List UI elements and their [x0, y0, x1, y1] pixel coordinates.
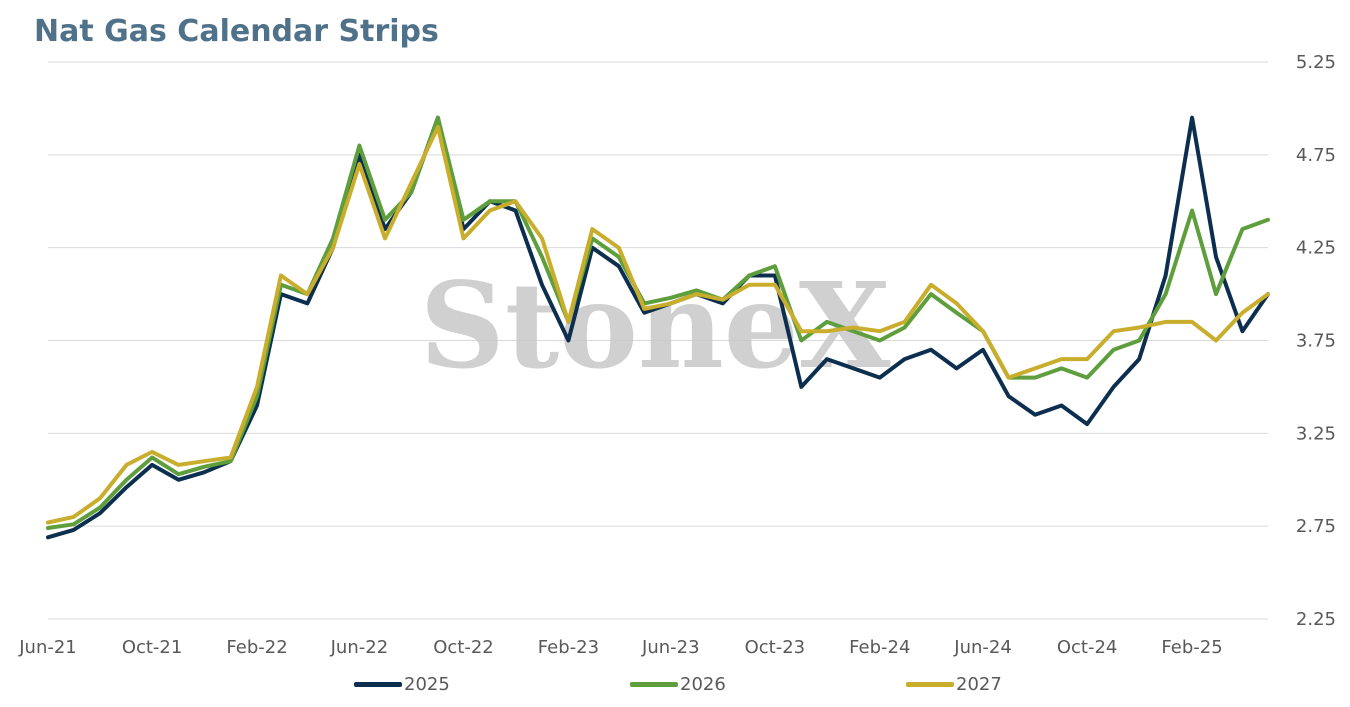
legend-label-2027: 2027: [956, 674, 1002, 695]
x-axis-ticks: Jun-21 Oct-21 Feb-22 Jun-22 Oct-22 Feb-23 Jun-…: [18, 637, 1222, 658]
legend-swatch-2026: [630, 682, 678, 687]
legend-swatch-2025: [354, 682, 402, 687]
x-tick-label: Oct-21: [122, 637, 183, 658]
x-tick-label: Oct-22: [433, 637, 494, 658]
y-tick-label: 2.75: [1296, 516, 1336, 537]
x-tick-label: Feb-22: [226, 637, 287, 658]
legend: 2025 2026 2027: [0, 674, 1350, 700]
series-lines: [46, 115, 1270, 540]
y-tick-label: 2.25: [1296, 609, 1336, 630]
series-line-2026: [46, 115, 1270, 530]
x-tick-label: Feb-25: [1161, 637, 1222, 658]
y-tick-label: 3.25: [1296, 423, 1336, 444]
legend-swatch-2027: [906, 682, 954, 687]
chart-title: Nat Gas Calendar Strips: [34, 14, 439, 49]
x-tick-label: Jun-24: [953, 637, 1012, 658]
legend-item-2025: 2025: [354, 674, 450, 695]
x-tick-label: Jun-23: [641, 637, 700, 658]
legend-item-2026: 2026: [630, 674, 726, 695]
series-line-2027: [46, 125, 1270, 525]
y-tick-label: 4.75: [1296, 145, 1336, 166]
y-tick-label: 3.75: [1296, 331, 1336, 352]
x-tick-label: Oct-24: [1057, 637, 1118, 658]
legend-label-2025: 2025: [404, 674, 450, 695]
y-tick-label: 4.25: [1296, 238, 1336, 259]
legend-item-2027: 2027: [906, 674, 1002, 695]
watermark: StoneX: [420, 256, 891, 395]
gridlines: [48, 61, 1268, 620]
x-tick-label: Feb-24: [849, 637, 910, 658]
x-tick-label: Jun-22: [330, 637, 389, 658]
x-tick-label: Feb-23: [538, 637, 599, 658]
x-tick-label: Oct-23: [745, 637, 806, 658]
y-axis-ticks: 5.25 4.75 4.25 3.75 3.25 2.75 2.25: [1296, 52, 1336, 630]
x-tick-label: Jun-21: [18, 637, 77, 658]
y-tick-label: 5.25: [1296, 52, 1336, 73]
legend-label-2026: 2026: [680, 674, 726, 695]
